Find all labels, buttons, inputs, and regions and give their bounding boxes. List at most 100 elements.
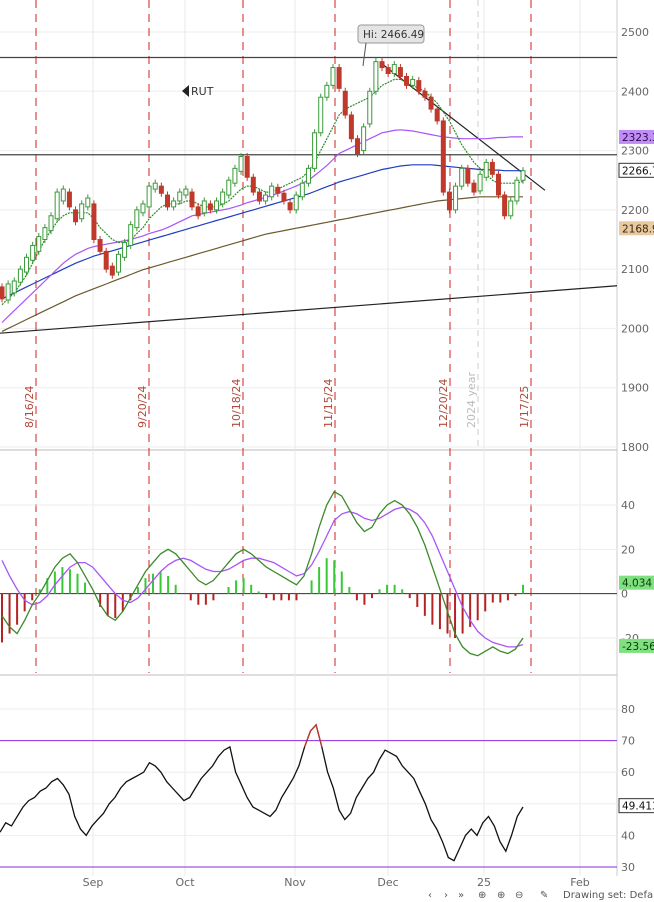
candle-body <box>60 188 66 202</box>
candle-body <box>189 191 195 208</box>
price-tick-label: 2100 <box>621 263 649 276</box>
candle-body <box>330 67 336 86</box>
x-axis-month-label: 25 <box>477 876 491 889</box>
candle-body <box>489 161 495 175</box>
candle-body <box>269 185 275 198</box>
candle-body <box>471 182 477 193</box>
candle-body <box>495 173 501 196</box>
macd-value: -23.56 <box>622 641 654 653</box>
high-annotation-box <box>357 24 425 44</box>
macd-signal-line <box>1 506 524 648</box>
candle-body <box>318 96 324 134</box>
candle-body <box>128 224 134 246</box>
scroll-left-icon[interactable]: ‹ <box>428 890 432 901</box>
candle-body <box>164 194 170 208</box>
candle-body <box>146 185 152 208</box>
candle-body <box>48 215 54 232</box>
candle-body <box>428 96 434 110</box>
year-marker-label: 2024 year <box>465 371 478 428</box>
price-tick-label: 1800 <box>621 441 649 454</box>
candle-body <box>0 286 5 300</box>
event-date-label: 9/20/24 <box>136 386 149 428</box>
candle-body <box>66 191 72 208</box>
scroll-right-icon[interactable]: › <box>444 890 448 901</box>
candle-body <box>36 236 42 252</box>
price-tick-label: 2000 <box>621 322 649 335</box>
candle-body <box>459 167 465 187</box>
event-date-label: 8/16/24 <box>23 386 36 428</box>
price-panel: 2500 2400 2300 2200 2100 2000 1900 1800 8/16/24 9… <box>0 0 654 876</box>
downtrend-line <box>382 64 546 191</box>
high-annotation-pointer <box>362 42 367 67</box>
candle-body <box>434 108 440 122</box>
sma50-price-label-box <box>619 129 654 144</box>
candle-body <box>281 192 287 202</box>
rsi-panel: 80706050403049.413 <box>0 703 654 874</box>
x-axis-month-label: Nov <box>284 876 306 889</box>
rsi-tick-label: 40 <box>621 829 635 842</box>
candle-body <box>220 191 226 205</box>
candle-body <box>122 241 128 258</box>
candle-body <box>115 253 121 273</box>
rsi-value-box <box>618 798 654 814</box>
candle-body <box>385 67 391 74</box>
candle-body <box>514 179 520 202</box>
crosshair-icon[interactable]: ⊕ <box>478 890 487 901</box>
candle-body <box>453 185 459 211</box>
x-axis-month-label: Sep <box>83 876 104 889</box>
candle-body <box>238 156 244 172</box>
candle-body <box>5 283 11 301</box>
symbol-label: RUT <box>191 85 214 98</box>
candle-body <box>214 200 220 211</box>
candle-body <box>79 203 85 220</box>
candle-body <box>232 167 238 184</box>
candle-body <box>195 206 201 217</box>
drawing-pen-icon[interactable]: ✎ <box>540 890 549 901</box>
price-tick-label: 2400 <box>621 85 649 98</box>
zoom-in-icon[interactable]: ⊕ <box>497 890 506 901</box>
last-price-label-box <box>619 163 654 178</box>
candle-body <box>97 239 103 252</box>
candle-body <box>440 120 446 193</box>
candle-body <box>11 280 17 294</box>
macd-histogram-value: 4.034 <box>622 578 652 590</box>
candle-body <box>256 191 262 202</box>
footer-toolbar: ‹ › » ⊕ ⊕ ⊖ ✎ Drawing set: Defa <box>0 890 654 902</box>
candle-body <box>17 268 23 283</box>
event-date-label: 10/18/24 <box>230 379 243 428</box>
candle-body <box>30 244 36 261</box>
candle-body <box>201 200 207 214</box>
macd-tick-label: 40 <box>621 499 635 512</box>
scroll-end-icon[interactable]: » <box>458 890 465 901</box>
candle-body <box>324 84 330 98</box>
sma200-line <box>1 196 523 332</box>
candle-body <box>465 167 471 184</box>
rsi-tick-label: 60 <box>621 766 635 779</box>
price-tick-label: 2300 <box>621 145 649 158</box>
event-date-label: 11/15/24 <box>322 379 335 428</box>
symbol-marker-icon <box>182 85 189 97</box>
candle-body <box>171 200 177 208</box>
rsi-tick-label: 70 <box>621 735 635 748</box>
candle-body <box>183 188 189 196</box>
last-price-label: 2266.7 <box>622 165 654 177</box>
candle-body <box>348 114 354 140</box>
candle-body <box>73 209 79 223</box>
candle-body <box>502 194 508 217</box>
candle-body <box>367 90 373 125</box>
zoom-out-icon[interactable]: ⊖ <box>515 890 524 901</box>
support-trendline <box>0 285 618 334</box>
macd-tick-label: 0 <box>621 588 628 601</box>
candle-body <box>422 90 428 98</box>
candle-body <box>416 80 422 92</box>
candle-body <box>305 167 311 184</box>
price-tick-label: 2200 <box>621 204 649 217</box>
high-annotation: Hi: 2466.49 <box>357 24 425 67</box>
sma50-price-label: 2323.3 <box>622 132 654 144</box>
candle-body <box>103 250 109 270</box>
candle-body <box>404 75 410 86</box>
sma50-line <box>1 129 523 323</box>
event-date-label: 12/20/24 <box>437 379 450 428</box>
candle-body <box>24 256 30 273</box>
